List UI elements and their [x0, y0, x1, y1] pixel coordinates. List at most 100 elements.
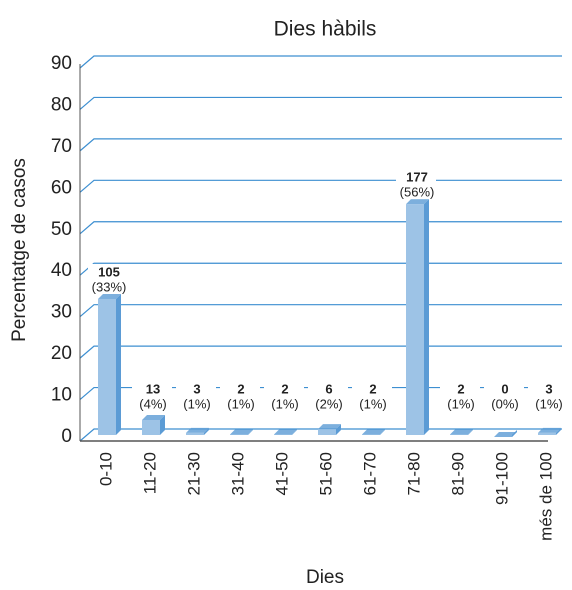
bar: [538, 427, 561, 435]
bar-side: [292, 429, 297, 435]
count-label: 2: [369, 381, 376, 396]
count-label: 0: [501, 381, 508, 396]
value-label: (1%): [271, 396, 298, 411]
count-label: 13: [146, 381, 160, 396]
label-bg: [352, 381, 392, 411]
y-tick-label: 40: [51, 260, 72, 281]
bar-top: [186, 427, 209, 433]
bar: [230, 429, 253, 435]
y-tick-label: 0: [61, 426, 72, 447]
count-label: 2: [237, 381, 244, 396]
x-tick-label: 91-100: [492, 452, 511, 505]
bar-front: [406, 204, 424, 435]
bar-side: [248, 429, 253, 435]
bar: [406, 199, 429, 435]
value-label: (0%): [491, 396, 518, 411]
x-tick-label: més de 100: [536, 452, 555, 541]
value-label: (1%): [183, 396, 210, 411]
bar: [494, 430, 517, 437]
value-label: (1%): [535, 396, 562, 411]
count-label: 2: [457, 381, 464, 396]
bar-side: [556, 427, 561, 435]
x-tick-label: 11-20: [140, 452, 159, 494]
label-bg: [440, 381, 480, 411]
chart-title: Dies hàbils: [274, 18, 377, 41]
bar-top: [406, 199, 429, 205]
y-tick-label: 50: [51, 219, 72, 240]
count-label: 3: [193, 381, 200, 396]
label-bg: [132, 381, 172, 411]
y-axis-label: Percentatge de casos: [9, 158, 30, 342]
bar: [450, 429, 473, 435]
grid-line: [79, 179, 562, 193]
value-label: (1%): [227, 396, 254, 411]
bar-side: [116, 293, 121, 435]
count-label: 3: [545, 381, 552, 396]
bar: [318, 424, 341, 435]
bar-top: [318, 424, 341, 430]
x-tick-label: 31-40: [228, 452, 247, 495]
y-tick-label: 90: [51, 53, 72, 74]
y-tick-label: 10: [51, 385, 72, 406]
bar-side: [204, 427, 209, 435]
y-tick-label: 20: [51, 343, 72, 364]
bar-side: [424, 199, 429, 435]
bar-top: [142, 415, 165, 421]
label-bg: [396, 169, 436, 200]
x-tick-label: 81-90: [448, 452, 467, 495]
bar-front: [98, 298, 116, 435]
value-label: (4%): [139, 396, 166, 411]
bar-front: [538, 432, 556, 435]
bar-top: [274, 429, 297, 435]
y-tick-label: 70: [51, 136, 72, 157]
bar: [142, 415, 165, 435]
bar-top: [538, 427, 561, 433]
value-label: (1%): [447, 396, 474, 411]
x-tick-label: 41-50: [272, 452, 291, 495]
bar-front: [318, 429, 336, 435]
grid-line: [79, 96, 562, 110]
x-tick-label: 21-30: [184, 452, 203, 495]
label-bg: [308, 381, 348, 411]
bar-top: [230, 429, 253, 435]
grid-line: [79, 55, 562, 69]
grid-line: [79, 304, 562, 318]
bar-top: [494, 432, 517, 437]
x-tick-label: 71-80: [404, 452, 423, 495]
label-bg: [264, 381, 304, 411]
bar-side: [380, 429, 385, 435]
value-label: (2%): [315, 396, 342, 411]
y-tick-label: 80: [51, 94, 72, 115]
grid-line: [79, 262, 562, 276]
bar: [186, 427, 209, 435]
label-bg: [528, 381, 568, 411]
count-label: 177: [406, 170, 428, 185]
bar: [98, 293, 121, 435]
bar-top: [450, 429, 473, 435]
count-label: 2: [281, 381, 288, 396]
label-bg: [220, 381, 260, 411]
x-tick-label: 51-60: [316, 452, 335, 495]
x-tick-label: 61-70: [360, 452, 379, 495]
value-label: (33%): [92, 279, 127, 294]
label-bg: [176, 381, 216, 411]
bar-side: [160, 415, 165, 435]
value-label: (1%): [359, 396, 386, 411]
label-bg: [88, 263, 128, 294]
grid-line: [79, 138, 562, 152]
y-tick-label: 60: [51, 177, 72, 198]
count-label: 6: [325, 381, 332, 396]
grid-line: [79, 221, 562, 235]
bar-side: [336, 424, 341, 435]
grid-line: [79, 345, 562, 359]
bar-front: [186, 432, 204, 435]
bar: [274, 429, 297, 435]
label-bg: [484, 381, 524, 411]
y-tick-label: 30: [51, 302, 72, 323]
bar-side: [468, 429, 473, 435]
x-axis-label: Dies: [306, 567, 344, 588]
bar-top: [362, 429, 385, 435]
x-tick-label: 0-10: [96, 452, 115, 486]
bar-top: [98, 293, 121, 299]
